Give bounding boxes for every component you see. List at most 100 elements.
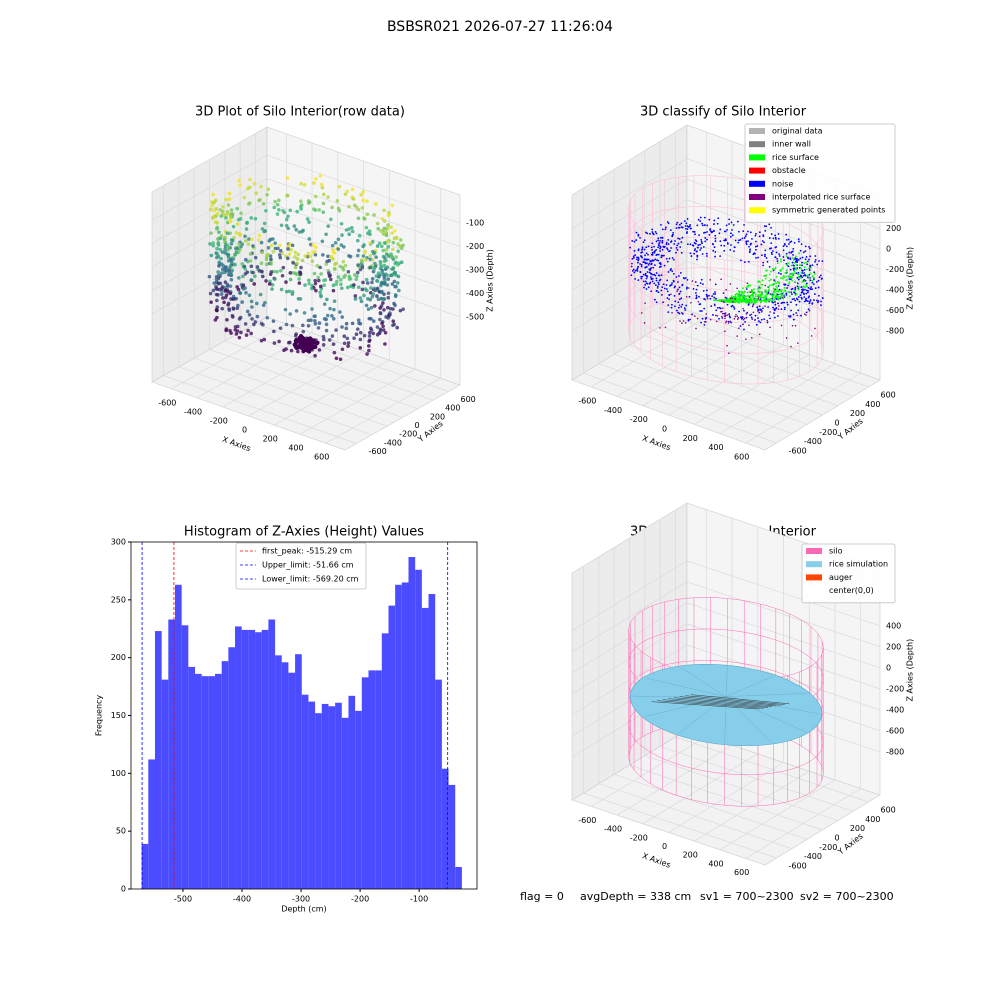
bar xyxy=(415,569,422,889)
point xyxy=(736,220,739,223)
point xyxy=(224,197,228,202)
point xyxy=(378,262,383,267)
point xyxy=(644,266,647,269)
grid-line xyxy=(686,560,881,627)
silo-ring xyxy=(628,723,824,807)
point xyxy=(288,277,293,282)
point xyxy=(697,218,700,221)
bar xyxy=(348,695,356,889)
point xyxy=(769,284,771,287)
point xyxy=(288,208,293,213)
y-tick-label: -200 xyxy=(819,843,837,852)
point xyxy=(742,307,744,310)
legend-label: symmetric generated points xyxy=(772,206,885,215)
point xyxy=(681,303,684,306)
point xyxy=(382,274,387,279)
point xyxy=(801,261,803,264)
point xyxy=(784,243,786,246)
point xyxy=(706,224,709,227)
point xyxy=(796,261,799,264)
point xyxy=(817,300,820,302)
point xyxy=(330,205,334,210)
z-tick-label: -800 xyxy=(886,747,904,756)
point xyxy=(383,342,387,346)
point xyxy=(630,274,633,277)
point xyxy=(739,296,742,298)
point xyxy=(396,263,400,267)
point xyxy=(686,278,689,281)
bar xyxy=(154,631,162,889)
point xyxy=(642,241,645,244)
y-tick-label: 150 xyxy=(111,711,126,720)
point xyxy=(810,286,813,289)
point xyxy=(696,317,699,320)
point xyxy=(368,326,373,331)
point xyxy=(359,258,364,263)
point xyxy=(797,342,799,344)
point xyxy=(816,263,819,266)
point xyxy=(300,229,304,234)
point xyxy=(675,251,677,254)
point xyxy=(396,249,400,254)
point xyxy=(677,242,680,245)
bar xyxy=(355,710,362,889)
point xyxy=(726,242,729,245)
point xyxy=(666,290,669,293)
point xyxy=(785,275,787,278)
point xyxy=(736,318,739,320)
point xyxy=(352,283,356,287)
point xyxy=(791,272,793,275)
z-tick-label: -500 xyxy=(466,312,484,321)
point xyxy=(701,317,704,320)
point xyxy=(761,254,763,257)
point xyxy=(651,228,654,231)
point xyxy=(655,254,658,257)
point xyxy=(252,181,257,186)
point xyxy=(345,336,350,341)
point xyxy=(758,280,760,283)
point xyxy=(808,273,811,276)
point xyxy=(709,318,712,321)
point xyxy=(808,277,811,280)
point xyxy=(755,240,757,243)
point xyxy=(225,317,229,322)
point xyxy=(662,301,664,304)
point xyxy=(361,254,366,258)
point xyxy=(677,237,679,240)
point xyxy=(278,249,283,253)
point xyxy=(689,243,692,246)
point xyxy=(313,281,318,286)
point xyxy=(316,326,321,330)
point xyxy=(306,348,311,353)
point xyxy=(778,281,781,284)
point xyxy=(285,176,290,180)
point xyxy=(394,236,399,241)
point xyxy=(713,223,715,225)
point xyxy=(793,261,796,264)
point xyxy=(736,315,739,317)
point xyxy=(377,241,382,246)
point xyxy=(253,255,258,260)
x-tick-label: -600 xyxy=(578,816,596,825)
point xyxy=(225,231,230,236)
point xyxy=(777,285,780,287)
bar xyxy=(228,647,236,889)
point xyxy=(307,201,311,205)
point xyxy=(215,225,220,230)
point xyxy=(643,258,646,261)
point xyxy=(741,237,744,240)
point xyxy=(633,249,636,252)
point xyxy=(376,226,381,231)
point xyxy=(631,262,633,265)
grid-line xyxy=(686,199,881,270)
grid-line xyxy=(571,581,688,653)
point xyxy=(791,287,794,290)
point xyxy=(666,279,669,282)
point xyxy=(758,333,761,336)
point xyxy=(765,290,768,293)
point xyxy=(321,343,326,347)
point xyxy=(686,228,689,231)
point xyxy=(375,325,380,329)
y-tick-label: -400 xyxy=(384,438,402,447)
point xyxy=(237,242,241,247)
